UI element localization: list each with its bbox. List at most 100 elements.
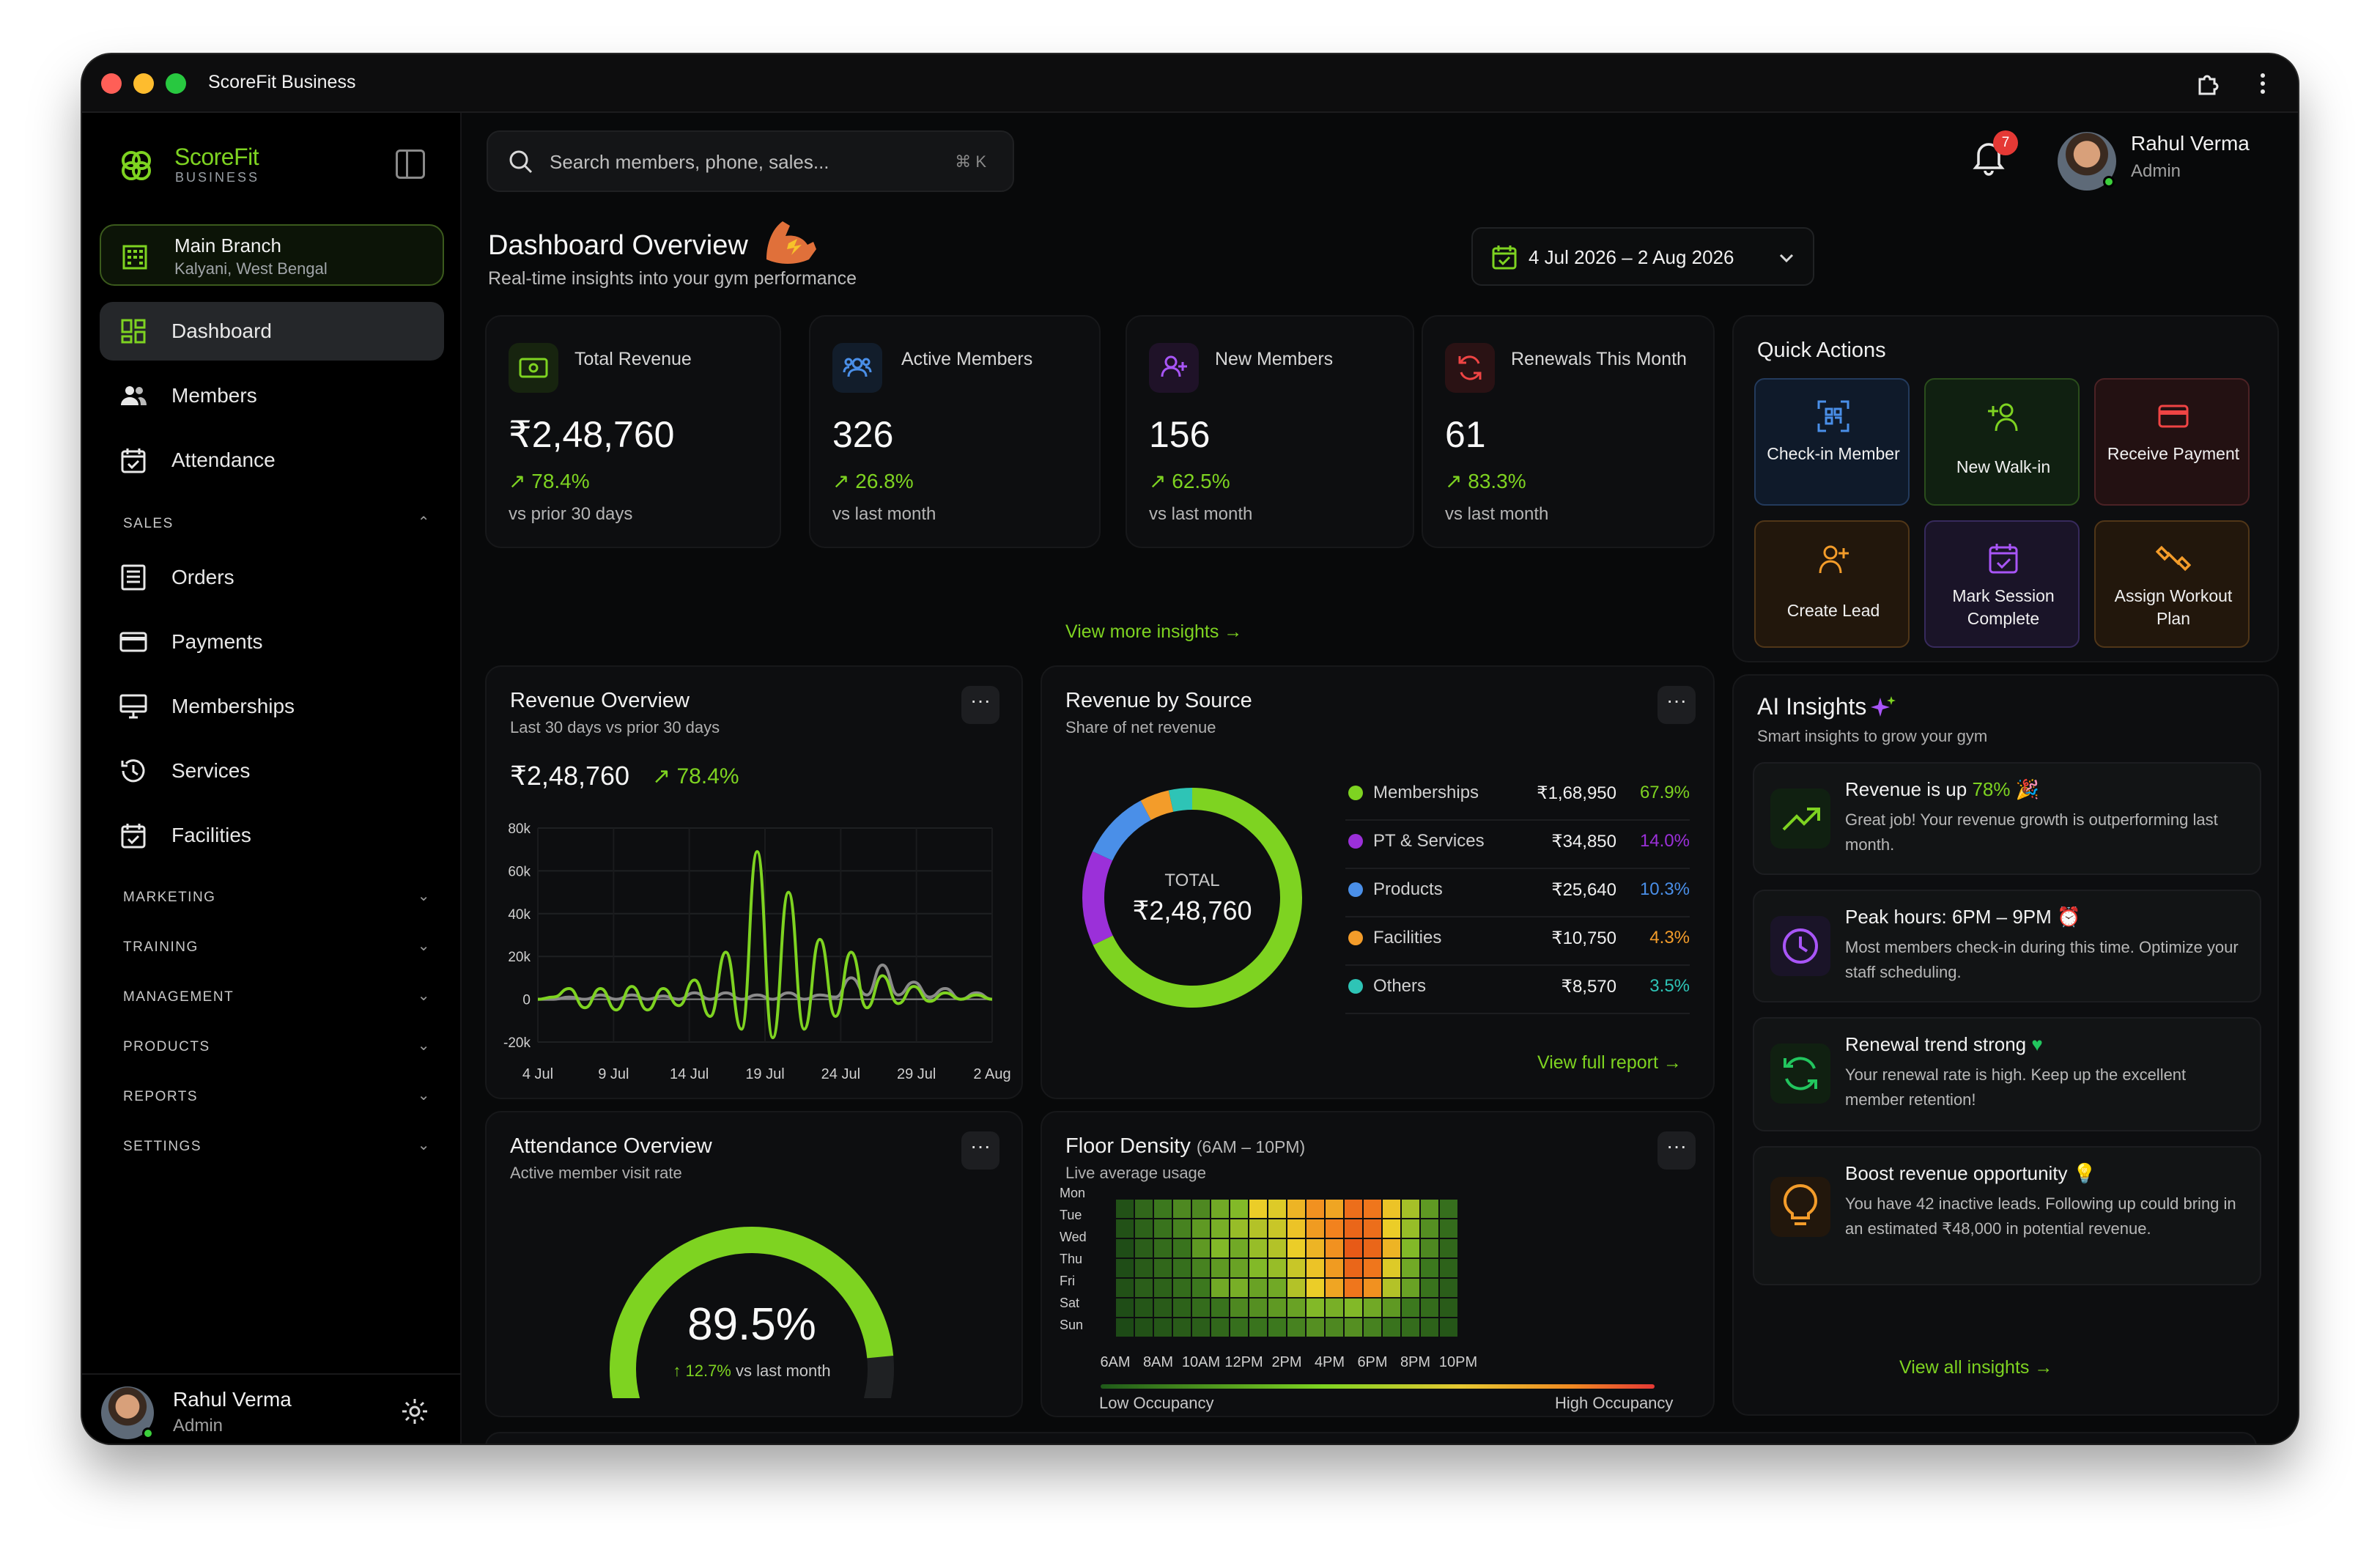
stat-card-active-members[interactable]: Active Members 326 ↗ 26.8% vs last month [809, 315, 1101, 548]
heatmap-cell [1287, 1279, 1305, 1297]
more-options-button[interactable]: ··· [961, 686, 999, 724]
insight-item[interactable]: Peak hours: 6PM – 9PM ⏰ Most members che… [1753, 890, 2261, 1002]
more-options-button[interactable]: ··· [1658, 1131, 1696, 1170]
sidebar-item-attendance[interactable]: Attendance [100, 431, 444, 490]
stat-card-renewals[interactable]: Renewals This Month 61 ↗ 83.3% vs last m… [1422, 315, 1715, 548]
stat-value: ₹2,48,760 [509, 414, 675, 455]
sidebar-user-profile[interactable]: Rahul Verma Admin [82, 1373, 462, 1444]
sidebar-toggle-icon[interactable] [396, 149, 425, 179]
new-walk-in-button[interactable]: New Walk-in [1924, 378, 2080, 506]
branch-selector[interactable]: Main Branch Kalyani, West Bengal [100, 224, 444, 286]
section-header-reports[interactable]: REPORTS ⌄ [123, 1087, 431, 1105]
quick-action-label: Mark Session Complete [1952, 586, 2055, 628]
credit-card-icon [119, 632, 147, 652]
more-options-button[interactable]: ··· [1658, 686, 1696, 724]
stat-card-new-members[interactable]: New Members 156 ↗ 62.5% vs last month [1126, 315, 1414, 548]
section-header-products[interactable]: PRODUCTS ⌄ [123, 1038, 431, 1055]
more-options-button[interactable]: ··· [961, 1131, 999, 1170]
heatmap-day-label: Thu [1060, 1252, 1082, 1266]
view-more-insights-link[interactable]: View more insights → [1065, 621, 1243, 642]
legend-dot [1348, 931, 1363, 945]
heatmap-cell [1249, 1239, 1267, 1257]
sidebar-item-members[interactable]: Members [100, 366, 444, 425]
bell-icon[interactable] [1967, 135, 2011, 179]
heatmap-cell [1383, 1200, 1400, 1218]
insight-description: Most members check-in during this time. … [1845, 938, 2239, 981]
header-user-role: Admin [2131, 161, 2181, 181]
donut-slice [1092, 800, 1152, 861]
section-header-management[interactable]: MANAGEMENT ⌄ [123, 988, 431, 1005]
sidebar-item-orders[interactable]: Orders [100, 548, 444, 607]
search-input[interactable]: Search members, phone, sales... ⌘ K [487, 130, 1014, 192]
heatmap-cell [1192, 1318, 1210, 1337]
heatmap-cell [1116, 1219, 1134, 1238]
heatmap-cell [1402, 1219, 1419, 1238]
extension-icon[interactable] [2192, 69, 2222, 98]
heatmap-cell [1440, 1200, 1457, 1218]
trend-up-icon: ↗ [1149, 470, 1172, 492]
lightbulb-emoji-icon: 💡 [2072, 1162, 2097, 1184]
x-tick-label: 14 Jul [670, 1066, 709, 1082]
heatmap-cell [1268, 1239, 1286, 1257]
date-range-picker[interactable]: 4 Jul 2026 – 2 Aug 2026 [1471, 227, 1814, 286]
qr-scan-icon [1817, 400, 1849, 432]
heatmap-cell [1211, 1259, 1229, 1277]
heatmap-cell [1211, 1279, 1229, 1297]
heatmap-cell [1154, 1219, 1172, 1238]
card-title: Attendance Overview [510, 1134, 712, 1158]
card-title: Quick Actions [1757, 339, 1886, 362]
create-lead-button[interactable]: Create Lead [1754, 520, 1910, 648]
heatmap-cell [1211, 1318, 1229, 1337]
x-tick-label: 9 Jul [598, 1066, 629, 1082]
insight-item[interactable]: Revenue is up 78% 🎉 Great job! Your reve… [1753, 762, 2261, 875]
heatmap-hour-label: 10PM [1439, 1354, 1477, 1370]
x-tick-label: 29 Jul [897, 1066, 936, 1082]
view-all-insights-link[interactable]: View all insights → [1899, 1357, 2053, 1378]
close-window-button[interactable] [101, 73, 122, 94]
more-vertical-icon[interactable] [2248, 69, 2277, 98]
sidebar-item-label: Payments [171, 630, 263, 653]
heatmap-cell [1173, 1239, 1191, 1257]
heatmap-hour-label: 12PM [1224, 1354, 1263, 1370]
heatmap-cell [1326, 1299, 1343, 1317]
heatmap-hour-label: 8AM [1143, 1354, 1173, 1370]
heatmap-cell [1421, 1239, 1438, 1257]
stat-card-total-revenue[interactable]: Total Revenue ₹2,48,760 ↗ 78.4% vs prior… [485, 315, 781, 548]
sidebar-item-services[interactable]: Services [100, 742, 444, 800]
heatmap-cell [1345, 1219, 1362, 1238]
insight-item[interactable]: Renewal trend strong ♥ Your renewal rate… [1753, 1017, 2261, 1131]
clock-icon [1770, 916, 1830, 976]
view-full-report-link[interactable]: View full report → [1537, 1052, 1682, 1073]
scorefit-logo-icon [122, 151, 151, 180]
legend-row: Facilities ₹10,750 4.3% [1345, 917, 1690, 966]
legend-value: ₹34,850 [1551, 832, 1616, 852]
branch-name: Main Branch [174, 234, 281, 256]
sidebar-item-label: Services [171, 759, 251, 782]
sidebar-item-dashboard[interactable]: Dashboard [100, 302, 444, 361]
section-header-settings[interactable]: SETTINGS ⌄ [123, 1137, 431, 1155]
legend-value: ₹10,750 [1551, 928, 1616, 948]
page-title: Dashboard Overview [488, 230, 748, 261]
minimize-window-button[interactable] [133, 73, 154, 94]
insight-item[interactable]: Boost revenue opportunity 💡 You have 42 … [1753, 1146, 2261, 1285]
sidebar-item-memberships[interactable]: Memberships [100, 677, 444, 736]
heatmap-cell [1192, 1299, 1210, 1317]
sidebar-item-payments[interactable]: Payments [100, 613, 444, 671]
receive-payment-button[interactable]: Receive Payment [2094, 378, 2250, 506]
heatmap-cell [1249, 1299, 1267, 1317]
maximize-window-button[interactable] [166, 73, 186, 94]
heatmap-cell [1154, 1259, 1172, 1277]
heatmap-cell [1421, 1259, 1438, 1277]
heatmap-cell [1116, 1299, 1134, 1317]
mark-session-complete-button[interactable]: Mark Session Complete [1924, 520, 2080, 648]
gear-icon[interactable] [400, 1397, 429, 1426]
section-header-sales[interactable]: SALES ⌃ [123, 514, 431, 532]
section-header-marketing[interactable]: MARKETING ⌄ [123, 888, 431, 906]
section-header-training[interactable]: TRAINING ⌄ [123, 938, 431, 956]
assign-workout-plan-button[interactable]: Assign Workout Plan [2094, 520, 2250, 648]
heatmap-cell [1440, 1219, 1457, 1238]
section-label: REPORTS [123, 1089, 199, 1104]
sidebar-item-facilities[interactable]: Facilities [100, 806, 444, 865]
revenue-change-value: 78.4% [676, 764, 739, 788]
check-in-member-button[interactable]: Check-in Member [1754, 378, 1910, 506]
